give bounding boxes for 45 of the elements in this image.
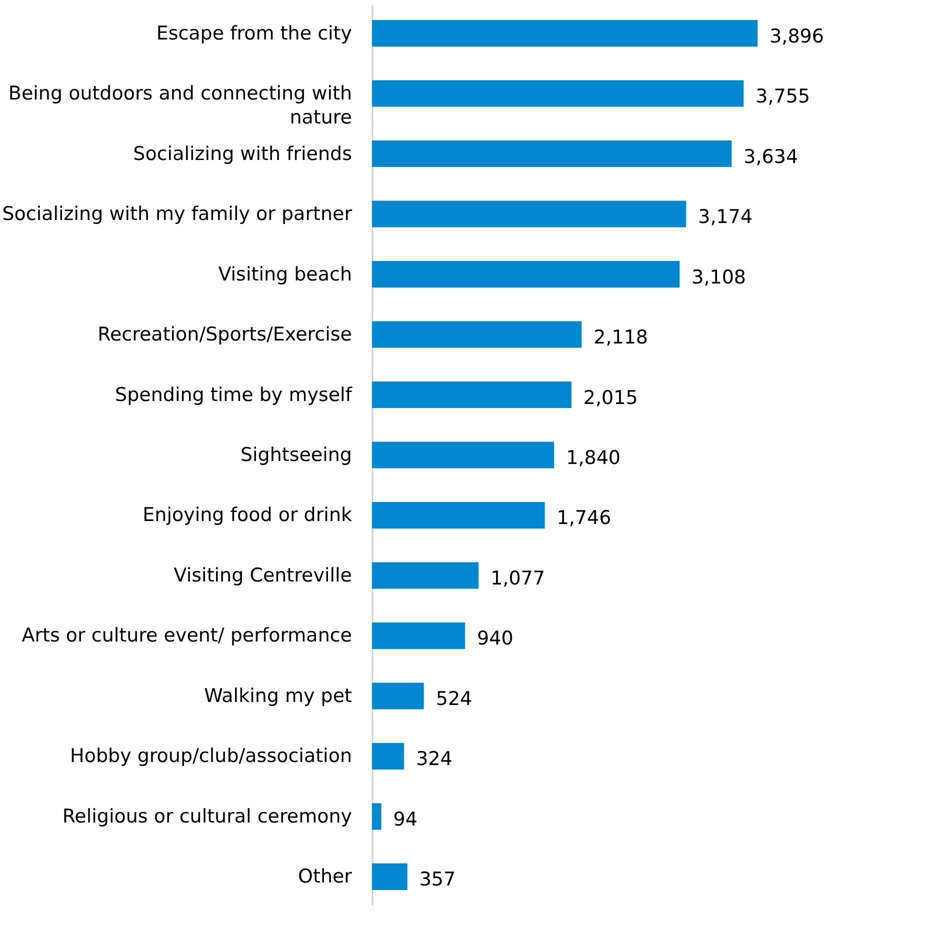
data-label: 324 — [416, 748, 452, 770]
bar — [372, 682, 424, 710]
data-label: 3,896 — [770, 25, 824, 48]
bar — [372, 261, 680, 288]
data-label: 940 — [477, 628, 514, 650]
bar — [372, 80, 744, 107]
data-label: 94 — [393, 808, 418, 830]
data-label: 3,108 — [692, 266, 746, 288]
data-label: 524 — [436, 688, 472, 710]
bar — [372, 321, 582, 348]
bar — [372, 442, 554, 468]
data-label: 2,015 — [583, 386, 638, 409]
data-label: 3,174 — [698, 206, 753, 228]
y-tick-label: Enjoying food or drink — [142, 504, 352, 526]
data-label: 1,746 — [556, 507, 612, 530]
bar — [372, 140, 732, 168]
y-tick-label: Arts or culture event/ performance — [22, 624, 352, 647]
data-label: 357 — [419, 868, 456, 891]
y-tick-label: Being outdoors and connecting with nature — [8, 82, 352, 129]
y-tick-label: Recreation/Sports/Exercise — [98, 324, 352, 346]
bar — [372, 742, 404, 770]
data-label: 1,077 — [490, 567, 545, 590]
data-label: 1,840 — [566, 447, 621, 469]
bar — [372, 562, 479, 589]
bar — [372, 803, 382, 830]
bar — [372, 200, 686, 228]
y-tick-label: Visiting Centreville — [174, 564, 352, 586]
y-tick-label: Visiting beach — [218, 263, 352, 286]
y-tick-label: Socializing with my family or partner — [2, 203, 352, 226]
y-tick-label: Socializing with friends — [133, 142, 352, 165]
data-label: 3,634 — [744, 146, 798, 168]
y-tick-label: Walking my pet — [204, 684, 352, 707]
data-label: 3,755 — [756, 86, 810, 108]
y-tick-label: Hobby group/club/association — [70, 745, 352, 768]
bar — [372, 622, 466, 649]
bar — [372, 20, 758, 47]
y-tick-label: Escape from the city — [156, 22, 352, 44]
bar — [372, 382, 572, 408]
y-tick-label: Other — [298, 866, 352, 888]
bar — [372, 502, 545, 528]
data-label: 2,118 — [594, 326, 648, 349]
bar — [372, 863, 408, 890]
y-tick-label: Spending time by myself — [115, 384, 354, 406]
y-tick-label: Sightseeing — [240, 444, 352, 466]
y-tick-label: Religious or cultural ceremony — [62, 805, 352, 828]
